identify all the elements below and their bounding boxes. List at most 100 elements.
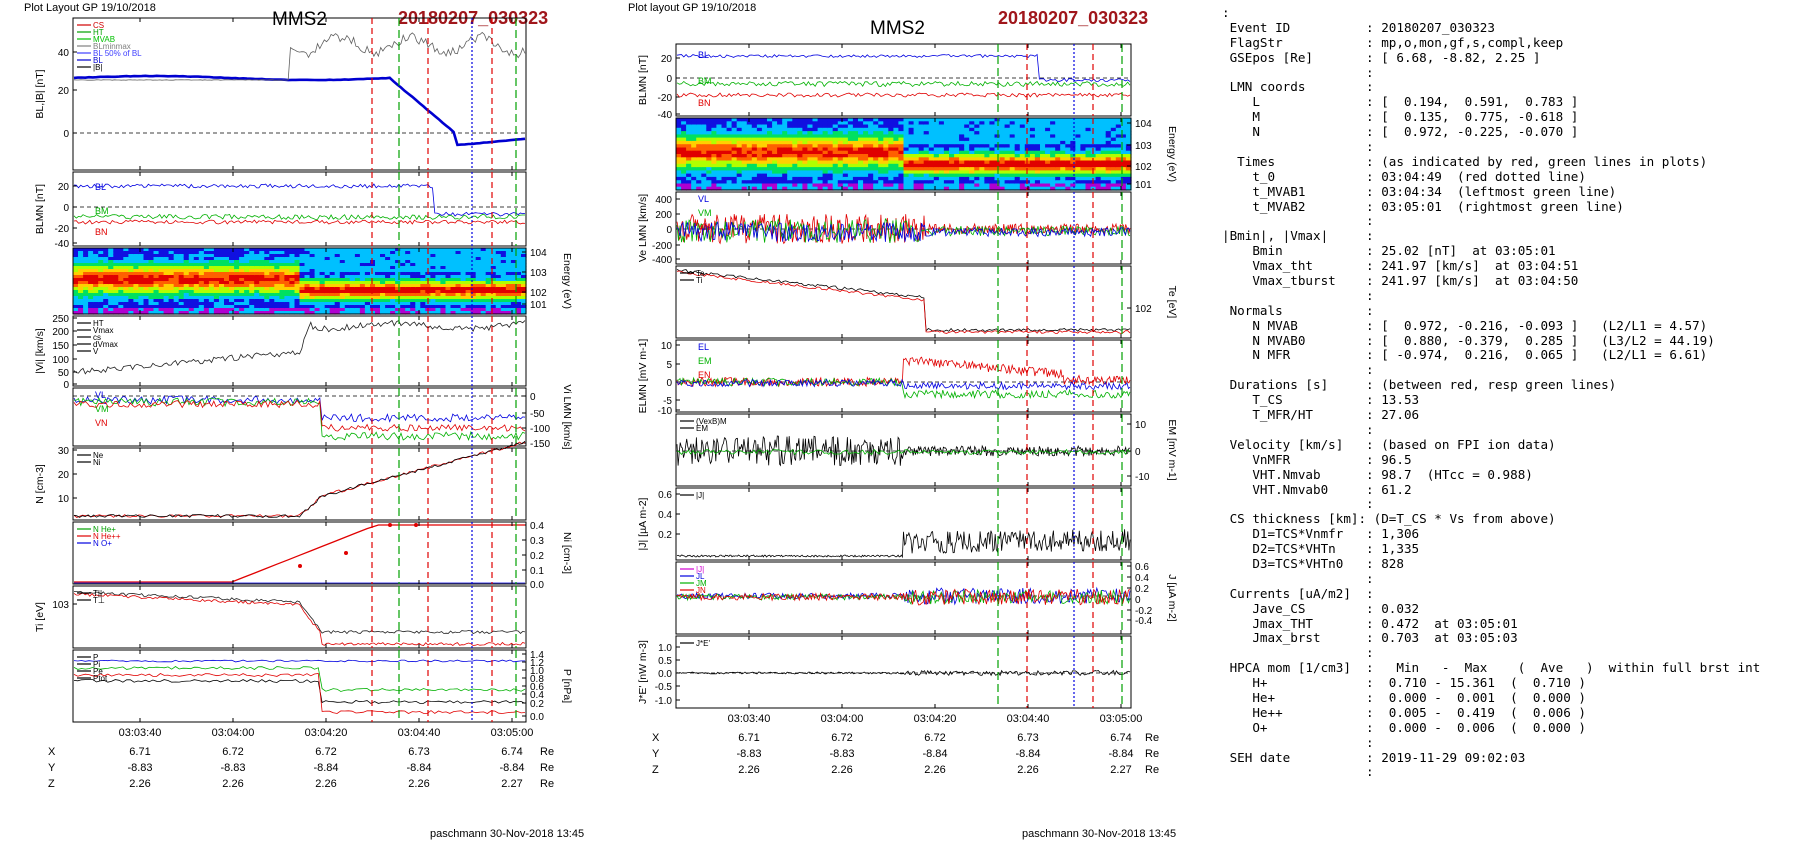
spectrogram-cell	[933, 140, 940, 145]
spectrogram-cell	[254, 293, 260, 297]
spectrogram-cell	[203, 266, 210, 270]
spectrogram-cell	[741, 118, 748, 122]
spectrogram-cell	[918, 186, 925, 191]
spectrogram-cell	[938, 127, 945, 132]
spectrogram-cell	[741, 163, 748, 168]
spectrogram-cell	[938, 134, 945, 139]
spectrogram-cell	[696, 180, 702, 185]
spectrogram-cell	[93, 293, 99, 297]
spectrogram-cell	[1045, 167, 1051, 171]
spectrogram-cell	[294, 248, 301, 252]
spectrogram-cell	[746, 144, 753, 149]
spectrogram-cell	[1110, 121, 1117, 126]
spectrogram-cell	[344, 257, 351, 261]
spectrogram-cell	[289, 290, 295, 294]
spectrogram-cell	[1075, 186, 1082, 191]
spectrogram-cell	[959, 124, 965, 129]
spectrogram-cell	[721, 127, 728, 132]
spectrogram-cell	[168, 275, 175, 279]
spectrogram-cell	[898, 173, 905, 178]
spectrogram-cell	[344, 251, 351, 255]
spectrogram-cell	[349, 296, 356, 300]
spectrogram-cell	[918, 183, 925, 188]
spectrogram-cell	[198, 296, 205, 300]
spectrogram-cell	[249, 290, 255, 294]
spectrogram-cell	[349, 305, 356, 309]
spectrogram-cell	[289, 254, 295, 258]
spectrogram-cell	[370, 266, 376, 270]
spectrogram-cell	[344, 287, 351, 291]
spectrogram-cell	[1060, 163, 1066, 168]
spectrogram-cell	[812, 160, 819, 165]
spectrogram-cell	[259, 311, 265, 315]
spectrogram-cell	[430, 296, 436, 300]
spectrogram-cell	[284, 257, 290, 261]
summary-line: Jave_CS : 0.032	[1222, 600, 1420, 616]
spectrogram-cell	[405, 302, 411, 306]
spectrogram-cell	[299, 299, 306, 303]
spectrogram-cell	[390, 299, 396, 303]
spectrogram-cell	[1095, 186, 1102, 191]
spectrogram-cell	[244, 290, 250, 294]
spectrogram-cell	[465, 305, 472, 309]
spectrogram-cell	[741, 147, 748, 152]
spectrogram-cell	[329, 272, 336, 276]
spectrogram-cell	[480, 260, 487, 264]
spectrogram-cell	[852, 167, 859, 171]
spectrogram-cell	[918, 180, 925, 185]
spectrogram-cell	[878, 173, 884, 178]
spectrogram-cell	[923, 154, 930, 158]
spectrogram-cell	[767, 176, 773, 181]
spectrogram-cell	[696, 157, 702, 162]
spectrogram-cell	[153, 290, 160, 294]
spectrogram-cell	[284, 266, 290, 270]
spectrogram-cell	[913, 183, 920, 188]
spectrogram-cell	[903, 176, 910, 181]
y-tick-label: 0.0	[530, 580, 544, 591]
spectrogram-cell	[1050, 140, 1056, 145]
spectrogram-cell	[1014, 147, 1021, 152]
spectrogram-cell	[949, 160, 955, 165]
spectrogram-cell	[138, 296, 144, 300]
spectrogram-cell	[949, 176, 955, 181]
spectrogram-cell	[888, 134, 894, 139]
spectrogram-cell	[1095, 118, 1102, 122]
spectrogram-cell	[787, 147, 793, 152]
spectrogram-cell	[989, 127, 996, 132]
spectrogram-cell	[234, 263, 240, 267]
spectrogram-cell	[741, 173, 748, 178]
spectrogram-cell	[495, 275, 502, 279]
spectrogram-cell	[903, 137, 910, 142]
spectrogram-cell	[264, 266, 270, 270]
spectrogram-cell	[1110, 157, 1117, 162]
spectrogram-cell	[229, 311, 235, 315]
spectrogram-cell	[370, 293, 376, 297]
spectrogram-cell	[364, 275, 371, 279]
spectrogram-cell	[913, 170, 920, 175]
spectrogram-cell	[133, 251, 139, 255]
spectrogram-cell	[284, 275, 290, 279]
spectrogram-cell	[908, 160, 915, 165]
spectrogram-cell	[1014, 127, 1021, 132]
spectrogram-cell	[863, 137, 869, 142]
spectrogram-cell	[289, 278, 295, 282]
spectrogram-cell	[480, 293, 487, 297]
spectrogram-cell	[1034, 167, 1041, 171]
spectrogram-cell	[198, 251, 205, 255]
spectrogram-cell	[716, 150, 723, 155]
spectrogram-cell	[168, 302, 175, 306]
spectrogram-cell	[329, 311, 336, 315]
spectrogram-cell	[274, 281, 280, 285]
y-tick-label: 10	[661, 341, 673, 352]
summary-line: :	[1222, 570, 1374, 586]
spectrogram-cell	[949, 173, 955, 178]
spectrogram-cell	[1040, 180, 1046, 185]
spectrogram-cell	[274, 260, 280, 264]
spectrogram-cell	[1065, 144, 1071, 149]
spectrogram-cell	[908, 150, 915, 155]
y-tick-label: 10	[1135, 420, 1147, 431]
spectrogram-cell	[319, 248, 326, 252]
spectrogram-cell	[299, 263, 306, 267]
spectrogram-cell	[168, 278, 175, 282]
